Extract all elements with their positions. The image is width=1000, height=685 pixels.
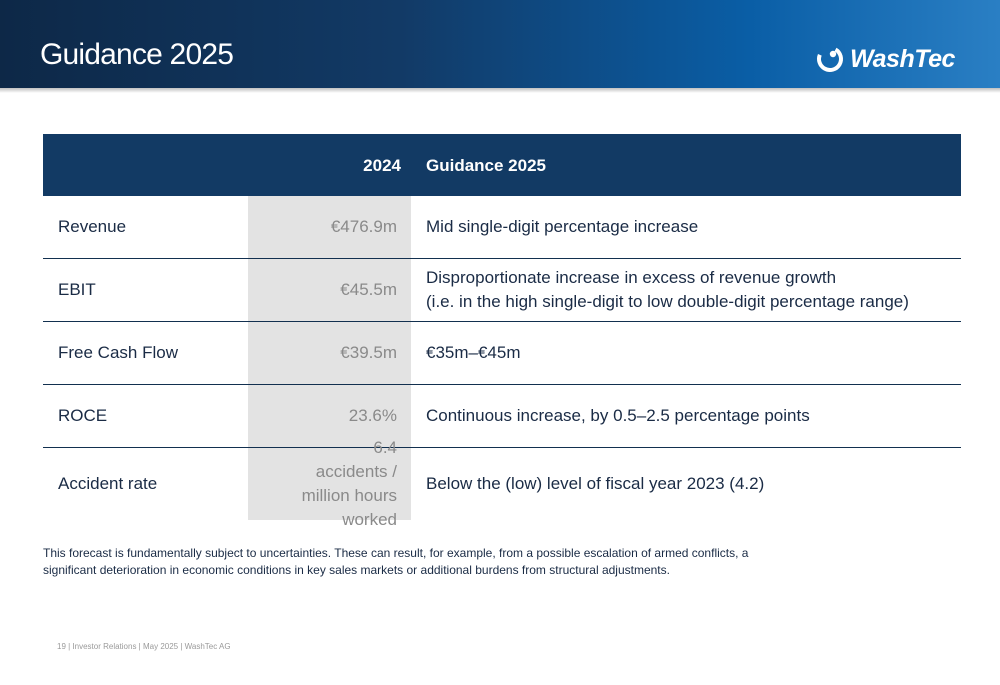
header-banner	[0, 0, 1000, 88]
guidance-value: Disproportionate increase in excess of r…	[426, 268, 909, 311]
row-label: Free Cash Flow	[58, 343, 178, 362]
forecast-disclaimer: This forecast is fundamentally subject t…	[43, 546, 749, 577]
table-row: Accident rate 6.4 accidents / million ho…	[43, 438, 961, 529]
page-title: Guidance 2025	[40, 38, 234, 71]
value-2024-cell: €45.5m	[248, 259, 411, 321]
value-2024-cell: €476.9m	[248, 196, 411, 258]
value-2024-cell: 6.4 accidents / million hours worked	[248, 438, 411, 529]
value-2024-cell: €39.5m	[248, 322, 411, 384]
row-label: ROCE	[58, 406, 108, 425]
page-footer: 19 | Investor Relations | May 2025 | Was…	[57, 642, 231, 651]
header-guidance-2025: Guidance 2025	[426, 156, 547, 175]
value-2024-cell: 23.6%	[248, 385, 411, 447]
value-2024: €476.9m	[330, 217, 397, 236]
value-2024: 6.4 accidents / million hours worked	[301, 438, 397, 529]
header-2024: 2024	[363, 156, 401, 175]
washtec-logo-icon	[817, 46, 843, 72]
guidance-value: Below the (low) level of fiscal year 202…	[426, 474, 765, 493]
table-row: Revenue €476.9m Mid single-digit percent…	[43, 196, 961, 259]
header-shadow	[0, 88, 1000, 93]
washtec-logo: WashTec	[816, 43, 955, 75]
row-label: Revenue	[58, 217, 127, 236]
value-2024: €39.5m	[340, 343, 397, 362]
row-label: EBIT	[58, 280, 96, 299]
value-2024: 23.6%	[348, 406, 397, 425]
table-row: EBIT €45.5m Disproportionate increase in…	[43, 259, 961, 322]
table-header: 2024 Guidance 2025	[43, 134, 961, 196]
guidance-value: Mid single-digit percentage increase	[426, 217, 699, 236]
row-label: Accident rate	[58, 474, 158, 493]
value-2024: €45.5m	[340, 280, 397, 299]
guidance-table: 2024 Guidance 2025 Revenue €476.9m Mid s…	[43, 134, 961, 529]
guidance-value: €35m–€45m	[426, 343, 521, 362]
guidance-value: Continuous increase, by 0.5–2.5 percenta…	[426, 406, 810, 425]
table-row: Free Cash Flow €39.5m €35m–€45m	[43, 322, 961, 385]
logo-text: WashTec	[850, 44, 955, 73]
table-row: ROCE 23.6% Continuous increase, by 0.5–2…	[43, 385, 961, 448]
